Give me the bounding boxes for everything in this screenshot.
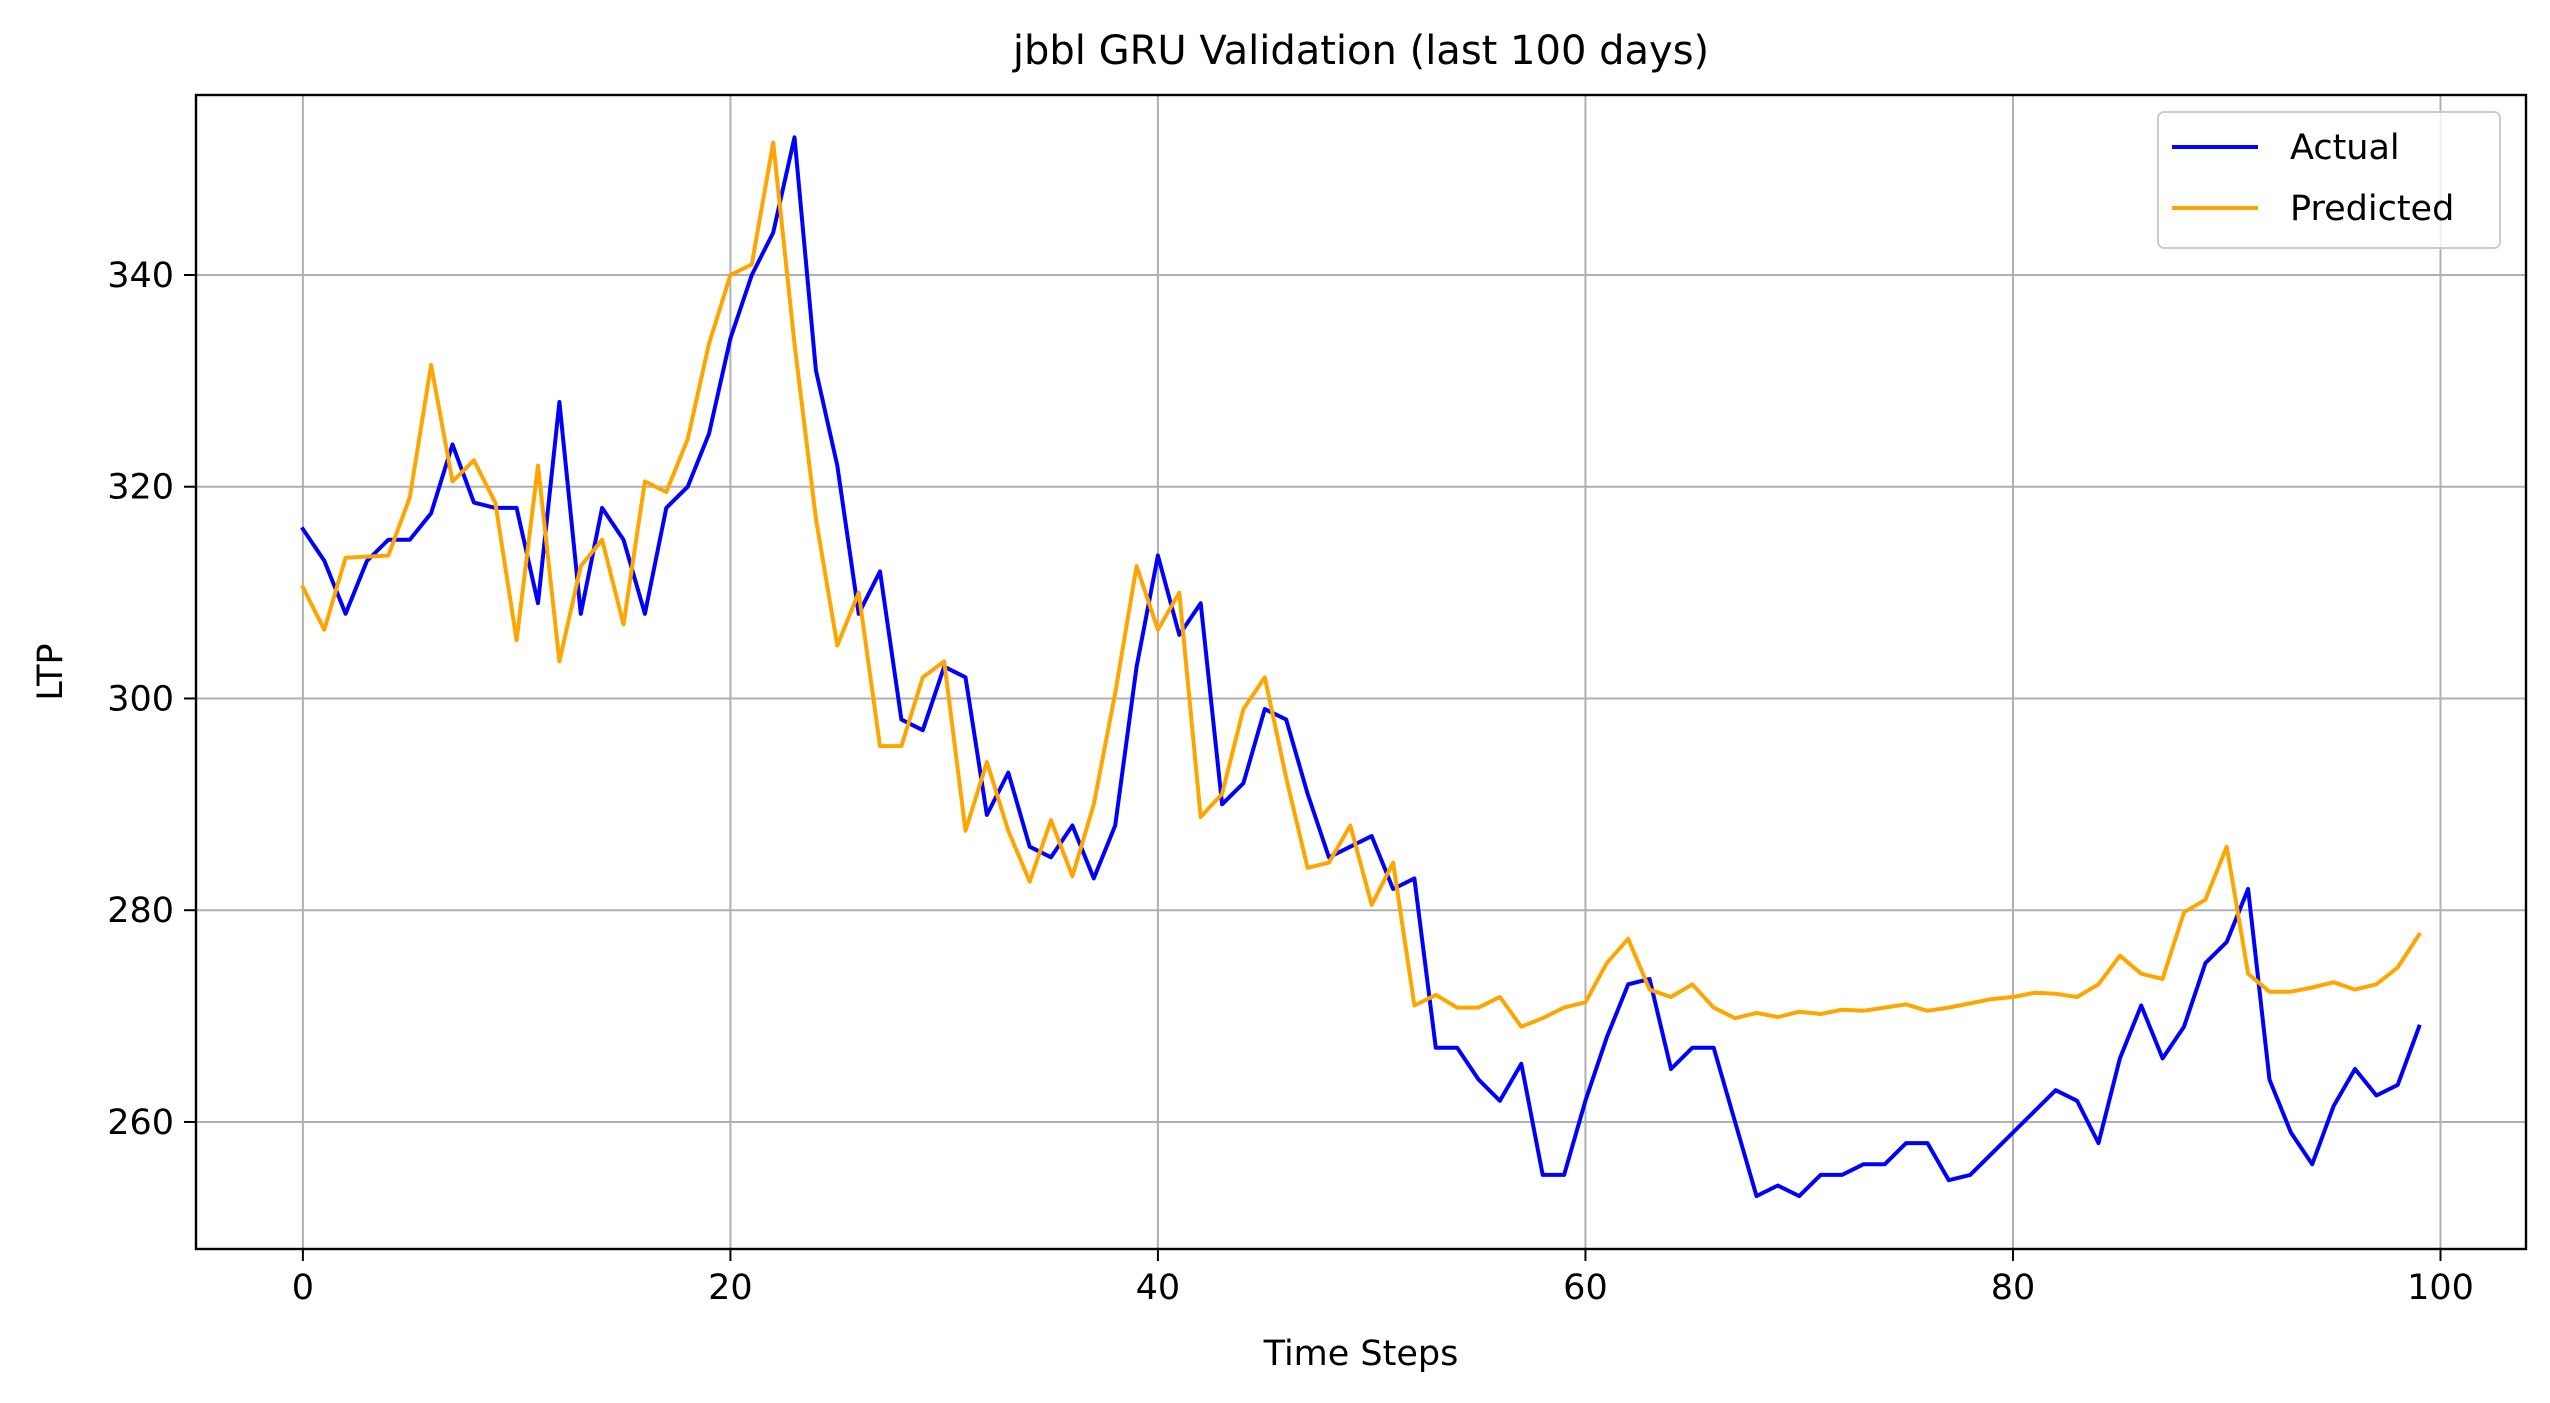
y-tick-label: 320 <box>107 468 174 508</box>
x-tick-label: 60 <box>1563 1268 1608 1308</box>
x-tick-label: 0 <box>292 1268 314 1308</box>
grid <box>196 95 2526 1249</box>
series-layer <box>300 135 2422 1199</box>
x-tick-label: 80 <box>1991 1268 2036 1308</box>
y-axis-label: LTP <box>31 643 71 700</box>
legend-label-predicted: Predicted <box>2290 189 2454 229</box>
x-tick-label: 40 <box>1136 1268 1181 1308</box>
series-line-predicted <box>300 140 2422 1029</box>
y-tick-label: 280 <box>107 891 174 931</box>
x-axis-label: Time Steps <box>1263 1334 1459 1374</box>
chart-title: jbbl GRU Validation (last 100 days) <box>1012 28 1709 74</box>
x-tick-label: 100 <box>2407 1268 2474 1308</box>
y-tick-label: 300 <box>107 679 174 719</box>
y-tick-label: 340 <box>107 256 174 296</box>
y-tick-label: 260 <box>107 1103 174 1143</box>
legend-label-actual: Actual <box>2290 128 2400 168</box>
x-tick-label: 20 <box>708 1268 753 1308</box>
ticks: 0 20 40 60 80 100 260 280 300 320 340 <box>107 256 2474 1308</box>
series-line-actual <box>300 135 2422 1199</box>
plot-frame <box>194 93 2528 1251</box>
legend: Actual Predicted <box>2157 111 2501 249</box>
